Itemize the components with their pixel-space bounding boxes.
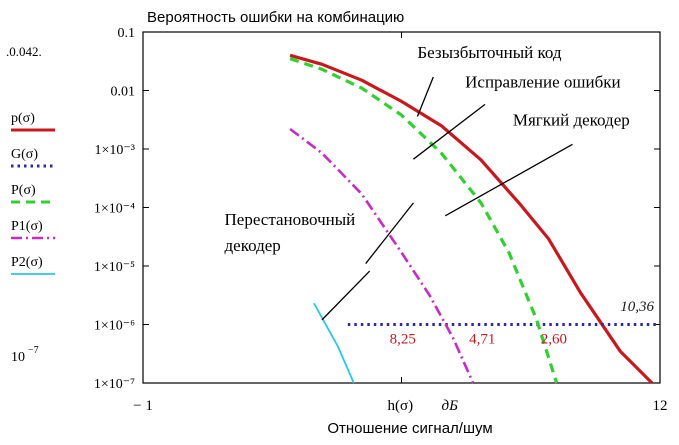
series-group bbox=[289, 53, 660, 385]
y-tick-label: 1×10⁻⁷ bbox=[94, 377, 135, 392]
value-label: 8,25 bbox=[390, 332, 416, 348]
series-line-0 bbox=[289, 53, 654, 385]
chart-title: Вероятность ошибки на комбинацию bbox=[147, 9, 404, 26]
y-tick-label: 0.01 bbox=[111, 85, 136, 100]
legend: p(σ) G(σ) P(σ) P1(σ) P2(σ) bbox=[11, 111, 55, 275]
annotation-label: Перестановочный bbox=[225, 210, 356, 229]
x-tick-label: − 1 bbox=[133, 398, 153, 414]
annotation-leader-line bbox=[416, 76, 434, 117]
series-line-2 bbox=[289, 57, 559, 384]
annotation-label: Мягкий декодер bbox=[513, 111, 630, 130]
annotation-leader-line bbox=[365, 202, 414, 264]
y-tick-label: 0.1 bbox=[118, 26, 136, 41]
x-axis-label: Отношение сигнал/шум bbox=[327, 420, 492, 437]
annotation-leader-line bbox=[321, 270, 371, 321]
annotation-leader-line bbox=[444, 143, 573, 217]
x-axis-expression: h(σ) bbox=[388, 398, 414, 414]
y-tick-label: 1×10⁻⁶ bbox=[94, 319, 135, 334]
annotation-label: Безызбыточный код bbox=[417, 43, 562, 62]
legend-label-3: P1(σ) bbox=[11, 219, 43, 234]
series-line-4 bbox=[313, 302, 355, 384]
x-axis-unit: дБ bbox=[442, 398, 459, 414]
series-line-3 bbox=[289, 127, 475, 384]
y-bottom-marker-base: 10 bbox=[11, 350, 25, 365]
annotation-leader-line bbox=[413, 103, 486, 160]
legend-label-1: G(σ) bbox=[11, 147, 38, 162]
annotation-label: Исправление ошибки bbox=[465, 73, 620, 92]
legend-label-4: P2(σ) bbox=[11, 255, 43, 270]
y-tick-label: 1×10⁻³ bbox=[95, 143, 135, 158]
value-label: 10,36 bbox=[620, 299, 654, 315]
y-top-marker: .0.042. bbox=[6, 44, 42, 59]
value-label: 2,60 bbox=[541, 332, 567, 348]
annotation-label: декодер bbox=[225, 236, 281, 255]
legend-label-0: p(σ) bbox=[11, 111, 35, 126]
y-bottom-marker-exponent: −7 bbox=[28, 345, 39, 356]
legend-label-2: P(σ) bbox=[11, 183, 36, 198]
y-tick-label: 1×10⁻⁴ bbox=[94, 202, 135, 217]
y-tick-label: 1×10⁻⁵ bbox=[94, 260, 135, 275]
x-tick-label: 12 bbox=[653, 398, 668, 414]
annotation-group: Безызбыточный код Исправление ошибки Мягки… bbox=[225, 43, 630, 321]
value-label: 4,71 bbox=[469, 332, 495, 348]
text-group: 0.1 0.01 1×10⁻³ 1×10⁻⁴ 1×10⁻⁵ 1×10⁻⁶ 1×10⁻⁷ − 1… bbox=[6, 9, 668, 437]
